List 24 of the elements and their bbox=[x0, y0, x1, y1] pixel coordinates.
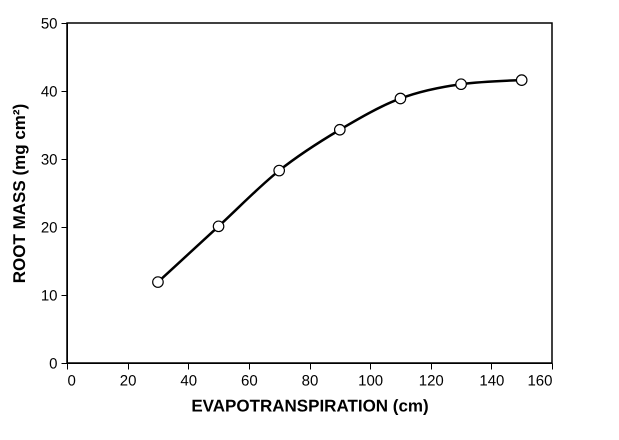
y-tick-label: 40 bbox=[40, 84, 58, 100]
y-tick-label: 0 bbox=[49, 356, 58, 372]
point bbox=[455, 78, 467, 90]
x-tick-label: 40 bbox=[180, 372, 198, 390]
x-tick-label: 100 bbox=[358, 372, 384, 390]
y-axis-title: ROOT MASS (mg cm²) bbox=[10, 104, 29, 284]
x-tick-label: 120 bbox=[418, 372, 444, 390]
y-tick-label: 30 bbox=[40, 152, 58, 168]
point bbox=[212, 220, 224, 232]
x-tick-label: 0 bbox=[68, 372, 76, 390]
y-tick-label: 50 bbox=[40, 16, 58, 32]
x-tick-label: 160 bbox=[527, 372, 552, 390]
point bbox=[334, 124, 346, 136]
point bbox=[516, 74, 528, 86]
x-tick-label: 60 bbox=[241, 372, 258, 390]
point bbox=[152, 276, 164, 288]
x-tick-label: 20 bbox=[120, 372, 136, 390]
point bbox=[273, 164, 286, 176]
y-tick-label: 10 bbox=[40, 288, 58, 304]
x-tick-label: 140 bbox=[479, 372, 504, 390]
x-tick-label: 80 bbox=[302, 372, 318, 390]
y-tick-label: 20 bbox=[40, 220, 58, 236]
x-axis-title: EVAPOTRANSPIRATION (cm) bbox=[191, 396, 429, 416]
point bbox=[394, 92, 406, 104]
